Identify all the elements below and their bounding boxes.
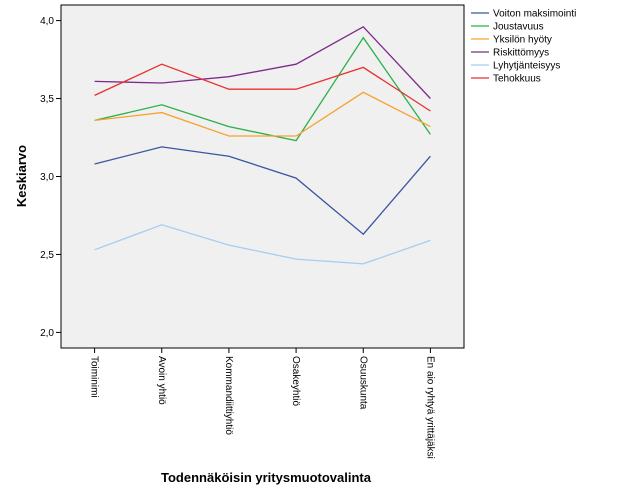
x-axis-title: Todennäköisin yritysmuotovalinta — [161, 470, 372, 485]
series-line-6 — [94, 63, 431, 112]
legend: Voiton maksimointi Joustavuus Yksilön hyöt… — [471, 9, 576, 85]
legend-label: Voiton maksimointi — [493, 9, 576, 20]
series-line-3 — [94, 91, 431, 137]
x-tick-label: Toiminimi — [89, 356, 100, 398]
series-line-1 — [94, 146, 431, 236]
y-tick-label: 3,0 — [40, 172, 54, 183]
x-tick-label: Avoin yhtiö — [156, 356, 167, 405]
legend-label: Lyhytjänteisyys — [493, 61, 560, 72]
y-tick-label: 4,0 — [40, 16, 54, 27]
y-axis-title: Keskiarvo — [14, 145, 29, 207]
series-lines — [94, 25, 431, 265]
x-tick-label: Kommandiittiyhtiö — [223, 356, 234, 435]
legend-label: Tehokkuus — [493, 74, 541, 85]
x-tick-label: En aio ryhtyä yrittäjäksi — [424, 356, 435, 459]
x-tick-label: Osakeyhtiö — [290, 356, 301, 406]
plot-area — [60, 4, 465, 349]
legend-label: Joustavuus — [493, 22, 544, 33]
series-line-2 — [94, 36, 431, 142]
legend-label: Riskittömyys — [493, 48, 549, 59]
y-tick-label: 2,0 — [40, 328, 54, 339]
series-line-5 — [94, 224, 431, 265]
y-tick-label: 3,5 — [40, 94, 54, 105]
x-axis: Toiminimi Avoin yhtiö Kommandiittiyhtiö Osa… — [89, 348, 435, 459]
legend-label: Yksilön hyöty — [493, 35, 552, 46]
y-axis: 2,0 2,5 3,0 3,5 4,0 — [40, 16, 61, 339]
series-line-4 — [94, 25, 431, 99]
y-tick-label: 2,5 — [40, 250, 54, 261]
x-tick-label: Osuuskunta — [357, 356, 368, 410]
